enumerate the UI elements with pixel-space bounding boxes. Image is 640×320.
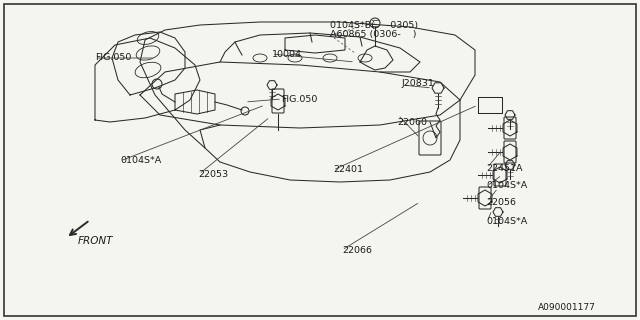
Text: 10004: 10004 bbox=[272, 50, 302, 59]
Text: FIG.050: FIG.050 bbox=[282, 95, 318, 104]
Text: FIG.050: FIG.050 bbox=[95, 53, 131, 62]
Text: 22056: 22056 bbox=[486, 198, 516, 207]
Text: 0104S*B(    -0305): 0104S*B( -0305) bbox=[330, 21, 418, 30]
Text: 22451A: 22451A bbox=[486, 164, 523, 172]
Text: 22053: 22053 bbox=[198, 170, 228, 179]
Text: A60865 (0306-    ): A60865 (0306- ) bbox=[330, 30, 416, 39]
Text: 22401: 22401 bbox=[333, 165, 363, 174]
Text: FRONT: FRONT bbox=[78, 236, 113, 246]
Text: J20831: J20831 bbox=[402, 79, 435, 88]
Text: A090001177: A090001177 bbox=[538, 303, 595, 312]
Text: 0104S*A: 0104S*A bbox=[486, 217, 527, 226]
Text: 0104S*A: 0104S*A bbox=[120, 156, 161, 165]
Text: 22066: 22066 bbox=[342, 246, 372, 255]
Text: 22060: 22060 bbox=[397, 118, 427, 127]
Text: 0104S*A: 0104S*A bbox=[486, 181, 527, 190]
